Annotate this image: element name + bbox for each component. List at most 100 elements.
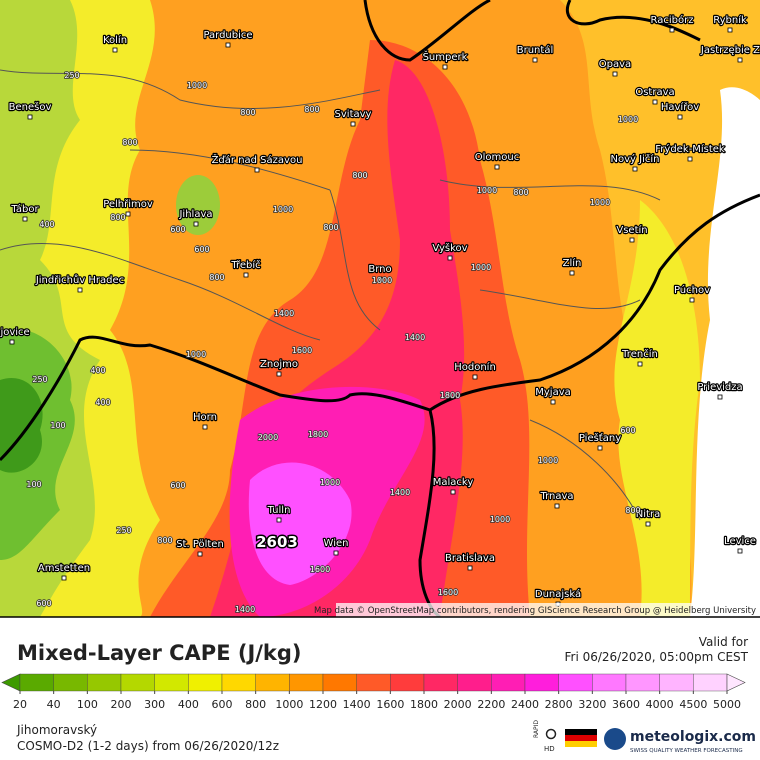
city-marker — [377, 276, 383, 282]
contour-label: 100 — [50, 421, 65, 430]
city-marker — [532, 57, 538, 63]
contour-label: 800 — [352, 171, 367, 180]
contour-label: 800 — [513, 188, 528, 197]
search-icon — [545, 728, 557, 740]
region-name: Jihomoravský — [16, 723, 97, 737]
colorbar-segment — [693, 673, 728, 692]
contour-label: 400 — [90, 366, 105, 375]
city-marker — [737, 57, 743, 63]
contour-label: 1400 — [274, 309, 294, 318]
city-label: Wien — [324, 538, 349, 549]
city-label: Benešov — [9, 101, 52, 113]
colorbar-segment — [120, 673, 155, 692]
city-label: Vyškov — [432, 242, 467, 254]
colorbar-segment — [154, 673, 189, 692]
logo-mark — [604, 728, 626, 750]
city-label: Opava — [599, 59, 631, 70]
city-label: Zlín — [563, 257, 582, 269]
contour-label: 1800 — [308, 430, 328, 439]
contour-label: 800 — [209, 273, 224, 282]
city-marker — [276, 517, 282, 523]
colorbar-tick-label: 1000 — [275, 698, 303, 711]
colorbar-tick-label: 20 — [13, 698, 27, 711]
city-marker — [612, 71, 618, 77]
city-marker — [254, 167, 260, 173]
city-marker — [442, 64, 448, 70]
contour-label: 1400 — [390, 488, 410, 497]
contour-label: 600 — [36, 599, 51, 608]
city-marker — [645, 521, 651, 527]
colorbar-tick-label: 3600 — [612, 698, 640, 711]
contour-label: 1000 — [186, 350, 206, 359]
city-marker — [597, 445, 603, 451]
contour-label: 1600 — [292, 346, 312, 355]
contour-label: 1600 — [438, 588, 458, 597]
city-marker — [494, 164, 500, 170]
city-marker — [276, 371, 282, 377]
colorbar-segment — [659, 673, 694, 692]
city-marker — [197, 551, 203, 557]
city-label: Znojmo — [260, 359, 298, 370]
city-marker — [467, 565, 473, 571]
region — [248, 462, 352, 585]
city-marker — [22, 216, 28, 222]
colorbar-tick-label: 4500 — [679, 698, 707, 711]
colorbar: 20 40 100 200 300 400 600 800 1000 1200 1400 1600 18… — [1, 673, 746, 711]
regional-borders — [0, 69, 661, 521]
colorbar-segment — [19, 673, 54, 692]
city-label: Jihlava — [178, 209, 212, 220]
flag-stripe — [565, 735, 597, 741]
city-marker — [669, 27, 675, 33]
city-marker — [202, 424, 208, 430]
city-label: Malacky — [433, 477, 474, 488]
city-label: Horn — [193, 412, 217, 423]
colorbar-tick-label: 1600 — [376, 698, 404, 711]
city-label: Dunajská — [535, 588, 581, 600]
contour-label: 1000 — [471, 263, 491, 272]
city-label: Prievidza — [697, 382, 742, 393]
city-marker — [61, 575, 67, 581]
city-label: Amstetten — [38, 563, 90, 574]
city-label: Pelhřimov — [103, 198, 153, 210]
contour-label: 1000 — [477, 186, 497, 195]
contour-label: 1000 — [490, 515, 510, 524]
city-marker — [27, 114, 33, 120]
hd-label: HD — [544, 745, 555, 753]
colorbar-segment — [188, 673, 223, 692]
colorbar-tick-label: 1400 — [343, 698, 371, 711]
city-label: Tulln — [267, 505, 291, 516]
colorbar-segment — [87, 673, 122, 692]
model-info: COSMO-D2 (1-2 days) from 06/26/2020/12z — [17, 739, 279, 753]
tagline: SWISS QUALITY WEATHER FORECASTING — [630, 748, 743, 754]
colorbar-segment — [53, 673, 88, 692]
colorbar-tick-label: 5000 — [713, 698, 741, 711]
city-label: Rybník — [713, 14, 747, 26]
contour-label: 600 — [620, 426, 635, 435]
contour-label: 800 — [122, 138, 137, 147]
city-marker — [569, 270, 575, 276]
colorbar-tick-label: 100 — [77, 698, 98, 711]
city-marker — [632, 166, 638, 172]
colorbar-tick-label: 400 — [178, 698, 199, 711]
city-marker — [9, 339, 15, 345]
city-marker — [550, 399, 556, 405]
city-marker — [629, 237, 635, 243]
city-marker — [554, 503, 560, 509]
attribution-bg — [336, 603, 760, 617]
city-marker — [737, 548, 743, 554]
city-marker — [193, 221, 199, 227]
contour-label: 600 — [170, 481, 185, 490]
city-marker — [112, 47, 118, 53]
city-label: St. Pölten — [176, 539, 224, 550]
city-marker — [77, 287, 83, 293]
flag-stripe — [565, 729, 597, 735]
city-label: Brno — [368, 264, 391, 275]
contour-label: 1000 — [372, 276, 392, 285]
city-marker — [333, 550, 339, 556]
city-label: Trenčín — [621, 348, 658, 360]
colorbar-segment — [491, 673, 526, 692]
city-label: Vsetín — [616, 224, 647, 236]
contour-label: 400 — [95, 398, 110, 407]
